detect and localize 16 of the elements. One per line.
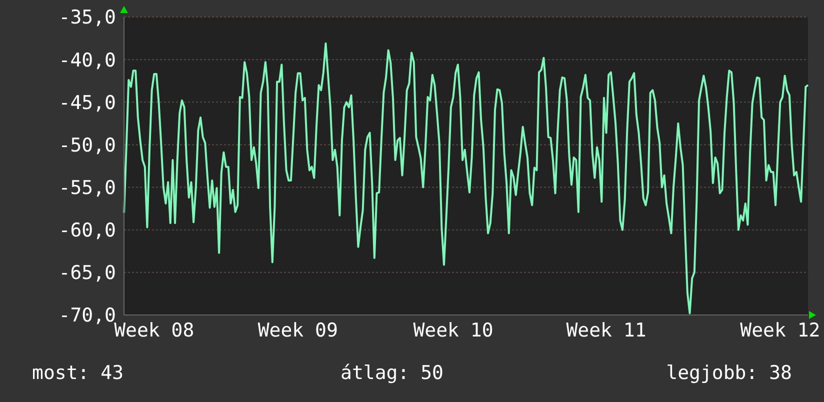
y-tick-label: -50,0	[58, 134, 116, 156]
y-tick-label: -70,0	[58, 304, 116, 327]
x-tick-label: Week 11	[566, 319, 646, 342]
y-tick-label: -65,0	[58, 262, 116, 284]
y-tick-label: -40,0	[58, 49, 116, 72]
text: most: 43	[32, 362, 124, 384]
y-tick-label: -55,0	[58, 177, 116, 200]
x-tick-label: Week 08	[114, 319, 194, 342]
x-tick-label: Week 09	[258, 319, 338, 342]
text: átlag: 50	[340, 362, 444, 384]
x-tick-label: Week 10	[413, 319, 494, 342]
y-tick-label: -60,0	[58, 220, 116, 242]
text: legjobb: 38	[666, 362, 792, 384]
y-tick-label: -35,0	[58, 6, 116, 29]
x-tick-label: Week 12	[740, 319, 820, 342]
y-tick-label: -45,0	[58, 92, 116, 114]
